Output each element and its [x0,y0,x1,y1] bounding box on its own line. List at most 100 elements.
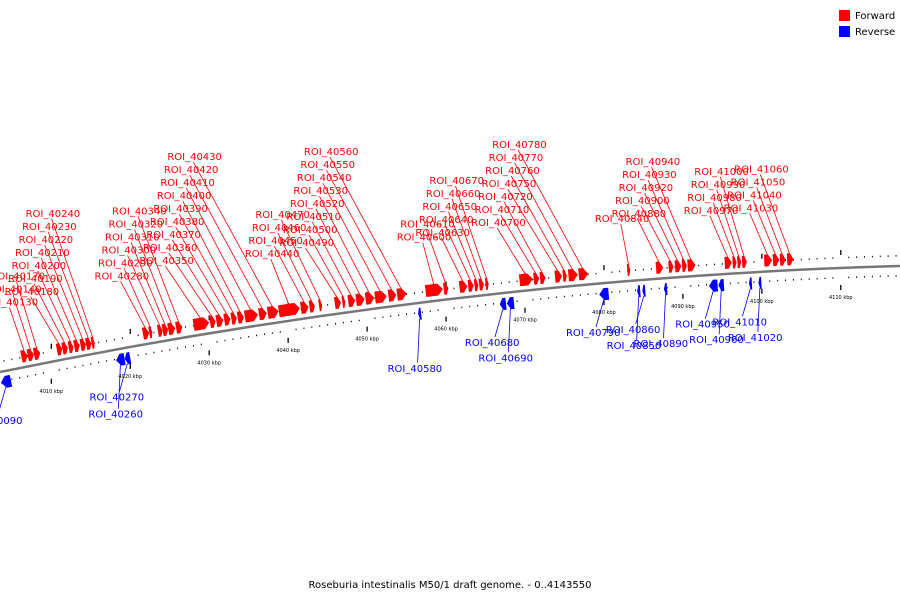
minor-tick-lower [271,332,273,334]
gene-arrow [518,273,533,287]
gene-label: ROI_40360 [143,243,198,254]
label-leader [620,223,630,267]
gene-arrow [424,283,443,297]
gene-label: ROI_40130 [0,298,38,309]
minor-tick-lower [137,354,139,357]
gene-arrow [467,279,474,292]
gene-label: ROI_40450 [248,236,303,247]
gene-label: ROI_40320 [109,219,164,230]
minor-tick-upper [753,261,755,263]
minor-tick-lower [848,276,850,279]
label-leader [137,216,180,324]
minor-tick-upper [887,255,889,257]
gene-label: ROI_40940 [626,157,681,168]
gene-label: ROI_40270 [90,392,145,403]
gene-label: ROI_40780 [492,140,547,151]
minor-tick-lower [785,279,787,281]
label-leader [709,215,729,259]
label-leader [319,195,371,295]
gene-arrow [236,311,244,324]
gene-arrow [418,307,422,320]
label-leader [171,239,221,317]
gene-label: ROI_40260 [88,410,143,421]
label-leader [322,182,382,293]
minor-tick-lower [11,378,13,381]
gene-arrow [243,309,259,323]
minor-tick-lower [153,351,155,354]
minor-tick-lower [824,277,826,280]
axis-tick-label: 4060 kbp [434,327,458,333]
label-leader [716,189,740,259]
label-leader [448,211,477,282]
gene-label: ROI_40180 [5,287,60,298]
gene-label: ROI_40510 [286,212,341,223]
minor-tick-upper [863,256,865,258]
label-leader [123,268,152,329]
minor-tick-upper [153,331,155,334]
gene-label: ROI_40770 [489,153,544,164]
minor-tick-lower [82,364,84,367]
label-leader [494,308,504,338]
gene-label: ROI_40600 [397,233,452,244]
legend-reverse-swatch [839,26,850,37]
minor-tick-upper [532,278,534,281]
label-leader [119,363,128,392]
minor-tick-upper [824,257,826,260]
minor-tick-lower [887,275,889,277]
gene-arrow [763,254,773,267]
gene-label: ROI_40220 [19,235,74,246]
gene-label: ROI_40240 [26,209,81,220]
minor-tick-lower [413,312,415,314]
label-leader [517,149,584,271]
gene-arrow [567,268,578,282]
minor-tick-lower [161,350,163,352]
minor-tick-lower [240,337,242,339]
gene-arrow [724,256,732,269]
minor-tick-upper [106,340,108,342]
gene-arrow [209,315,216,329]
gene-label: ROI_40300 [102,245,157,256]
minor-tick-lower [200,343,202,346]
gene-label: ROI_40710 [475,205,530,216]
gene-arrow [732,256,737,269]
gene-arrow [20,350,28,363]
gene-label: ROI_40850 [607,341,662,352]
gene-arrow [772,253,780,267]
label-leader [30,296,60,346]
label-leader [514,162,574,272]
gene-label: ROI_40230 [22,222,77,233]
gene-label: ROI_40170 [0,272,45,283]
axis-tick-label: 4010 kbp [40,389,64,395]
legend-forward-swatch [839,10,850,21]
gene-label: ROI_40340 [112,206,167,217]
minor-tick-lower [769,280,771,282]
label-leader [595,299,605,328]
axis-tick-label: 4100 kbp [750,299,774,305]
label-leader [425,229,447,285]
minor-tick-lower [737,282,739,284]
gene-label: ROI_40900 [615,196,670,207]
minor-tick-lower [311,326,313,328]
minor-tick-upper [713,263,715,266]
axis-tick-label: 4090 kbp [671,304,695,310]
minor-tick-upper [611,271,613,273]
gene-label: ROI_40350 [139,256,194,267]
gene-label: ROI_41060 [734,164,789,175]
minor-tick-upper [421,291,423,293]
minor-tick-lower [453,307,455,310]
minor-tick-upper [879,255,881,258]
gene-label: ROI_41000 [694,167,749,178]
gene-arrow [499,297,507,311]
gene-arrow [67,341,74,354]
gene-arrow [681,259,687,272]
genome-axis: 4010 kbp 4020 kbp 4030 kbp 4040 kbp 4050 kbp… [0,249,900,395]
minor-tick-upper [848,256,850,259]
gene-arrow [192,317,210,331]
gene-label: ROI_40400 [157,191,212,202]
minor-tick-upper [816,257,818,260]
minor-tick-lower [106,360,108,362]
minor-tick-lower [177,347,179,350]
minor-tick-upper [666,266,668,269]
gene-arrow [175,321,183,334]
minor-tick-upper [516,280,518,283]
